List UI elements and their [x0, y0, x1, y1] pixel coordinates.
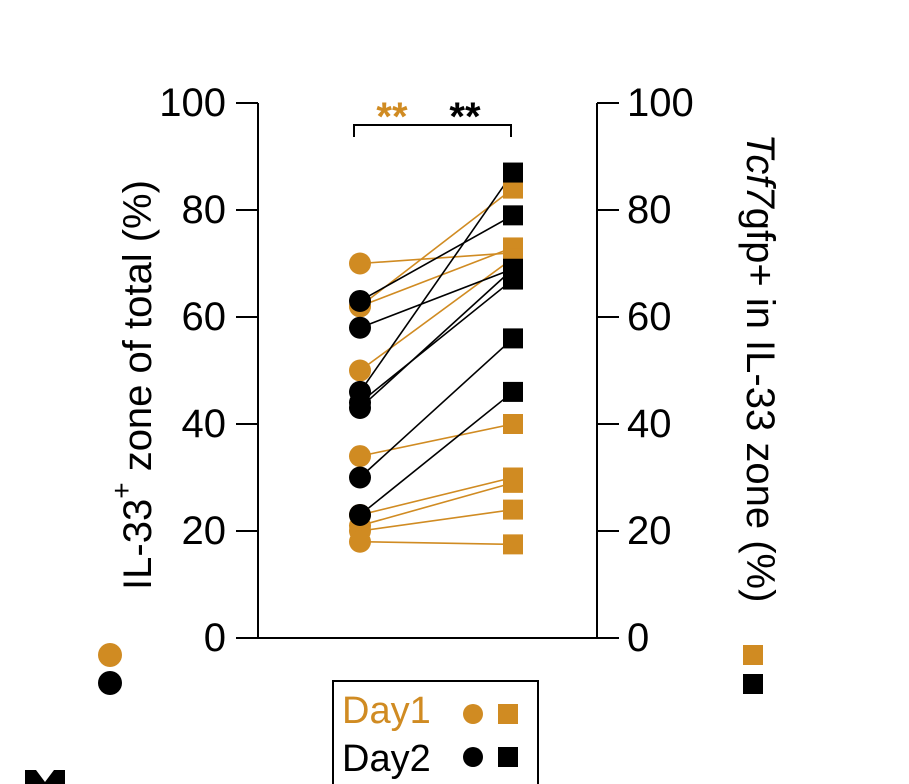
point-right-day1 [503, 178, 523, 199]
left-axis-label-suffix: zone of total (%) [116, 180, 160, 482]
legend-day1-square [498, 704, 518, 724]
point-left-day1 [349, 445, 371, 468]
left-axis-label: IL-33+ zone of total (%) [106, 180, 159, 590]
legend-day2-circle [463, 747, 483, 767]
point-left-day2 [349, 316, 371, 339]
pair-line-day1 [359, 540, 514, 546]
right-axis-day2-marker [743, 674, 763, 694]
legend: Day1 Day2 [332, 680, 539, 784]
significance-stars: ** [449, 95, 481, 139]
point-right-day2 [503, 381, 523, 402]
pair-line-day1 [359, 476, 514, 516]
point-right-day2 [503, 205, 523, 226]
point-left-day2 [349, 503, 371, 526]
pair-line-day2 [359, 214, 514, 302]
pair-line-day1 [359, 423, 514, 457]
pair-line-day1 [359, 257, 514, 372]
panel-letter-fragment [25, 770, 65, 784]
point-left-day1 [349, 530, 371, 553]
significance-stars: ** [376, 95, 408, 139]
right-axis-label: Tcf7gfp+ in IL-33 zone (%) [738, 134, 782, 603]
left-tick-label: 20 [182, 509, 227, 553]
pair-line-day1 [359, 482, 514, 527]
left-tick-label: 60 [182, 295, 227, 339]
pair-line-day2 [359, 268, 514, 409]
pair-line-day2 [359, 391, 514, 516]
right-tick-label: 80 [627, 188, 672, 232]
point-left-day2 [349, 289, 371, 312]
right-axis-day1-marker [743, 645, 763, 665]
pair-line-day2 [359, 172, 514, 393]
pair-line-day1 [359, 246, 514, 308]
data-points [349, 162, 523, 555]
point-left-day2 [349, 466, 371, 489]
pair-line-day2 [359, 337, 514, 479]
left-axis-day1-marker [98, 643, 122, 667]
point-left-day1 [349, 359, 371, 382]
legend-box [332, 680, 539, 784]
point-left-day2 [349, 396, 371, 419]
svg-text:IL-33+ zone of total (%): IL-33+ zone of total (%) [106, 180, 159, 590]
left-tick-label: 100 [159, 81, 226, 125]
right-tick-label: 0 [627, 616, 649, 660]
right-tick-label: 40 [627, 402, 672, 446]
left-axis-day2-marker [98, 671, 122, 695]
point-right-day1 [503, 534, 523, 555]
pair-line-day1 [359, 508, 514, 532]
point-right-day2 [503, 162, 523, 183]
svg-text:Tcf7gfp+ in IL-33 zone (%): Tcf7gfp+ in IL-33 zone (%) [738, 134, 782, 603]
left-tick-label: 40 [182, 402, 227, 446]
point-right-day2 [503, 258, 523, 279]
left-tick-label: 0 [204, 616, 226, 660]
significance-bracket [353, 124, 512, 137]
pair-line-day2 [359, 278, 514, 404]
pair-line-day2 [359, 268, 514, 329]
legend-day1-circle [463, 704, 483, 724]
point-right-day2 [503, 328, 523, 349]
legend-label-day1: Day1 [342, 690, 431, 732]
legend-label-day2: Day2 [342, 738, 431, 780]
significance-annotation: ** ** [353, 95, 512, 139]
right-axis-label-italic: Tcf7 [738, 134, 782, 210]
right-tick-label: 20 [627, 509, 672, 553]
left-tick-label: 80 [182, 188, 227, 232]
left-axis-label-prefix: IL-33 [116, 499, 160, 590]
point-right-day1 [503, 499, 523, 520]
point-right-day1 [503, 414, 523, 434]
pair-lines [359, 172, 514, 546]
point-right-day1 [503, 472, 523, 493]
axes: 0 20 40 60 80 100 0 20 40 60 80 100 [159, 81, 694, 660]
legend-day2-square [498, 747, 518, 767]
right-tick-label: 100 [627, 81, 694, 125]
right-axis-label-rest: gfp+ in IL-33 zone (%) [738, 208, 782, 603]
point-left-day1 [349, 252, 371, 275]
left-axis-label-sup: + [106, 482, 137, 498]
right-tick-label: 60 [627, 295, 672, 339]
